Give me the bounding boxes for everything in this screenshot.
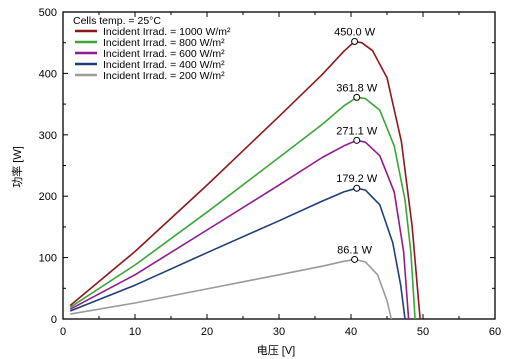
mpp-label-1: 450.0 W	[334, 26, 376, 38]
plot-frame	[62, 11, 496, 320]
y-tick-label: 100	[39, 253, 57, 265]
y-tick-label: 0	[51, 314, 57, 326]
x-axis-title: 电压 [V]	[257, 344, 296, 357]
legend-entry-1: Incident Irrad. = 1000 W/m²	[103, 26, 231, 38]
series-line-3	[69, 139, 410, 320]
x-tick-label: 60	[489, 326, 501, 338]
x-tick-label: 30	[273, 326, 285, 338]
legend-entry-5: Incident Irrad. = 200 W/m²	[103, 70, 225, 82]
series-line-4	[69, 187, 406, 320]
mpp-label-4: 179.2 W	[336, 173, 378, 185]
mpp-marker-4	[353, 184, 361, 192]
legend-entry-3: Incident Irrad. = 600 W/m²	[103, 48, 225, 60]
axes: 0 10 20 30 40 50 60 0 100 200 300 400 500	[39, 7, 501, 338]
y-axis-title: 功率 [W]	[10, 146, 24, 188]
legend-entry-2: Incident Irrad. = 800 W/m²	[103, 37, 225, 49]
y-tick-label: 200	[39, 191, 57, 203]
series-group: 450.0 W 361.8 W 271.1 W 179.2 W 86.1 W	[69, 26, 421, 320]
plot-area	[62, 11, 496, 320]
x-tick-label: 20	[201, 326, 213, 338]
mpp-label-3: 271.1 W	[336, 125, 378, 137]
mpp-marker-3	[353, 136, 361, 144]
x-tick-label: 10	[129, 326, 141, 338]
mpp-label-5: 86.1 W	[337, 244, 372, 256]
y-tick-label: 400	[39, 68, 57, 80]
mpp-marker-5	[351, 255, 359, 263]
mpp-marker-2	[353, 93, 361, 101]
x-tick-label: 0	[60, 326, 66, 338]
legend-entry-4: Incident Irrad. = 400 W/m²	[103, 59, 225, 71]
series-line-5	[70, 258, 393, 320]
x-tick-label: 40	[345, 326, 357, 338]
legend-header: Cells temp. = 25°C	[73, 15, 161, 27]
y-tick-label: 500	[39, 7, 57, 19]
mpp-label-2: 361.8 W	[336, 82, 378, 94]
x-tick-label: 50	[417, 326, 429, 338]
mpp-marker-1	[351, 37, 359, 45]
y-tick-label: 300	[39, 130, 57, 142]
